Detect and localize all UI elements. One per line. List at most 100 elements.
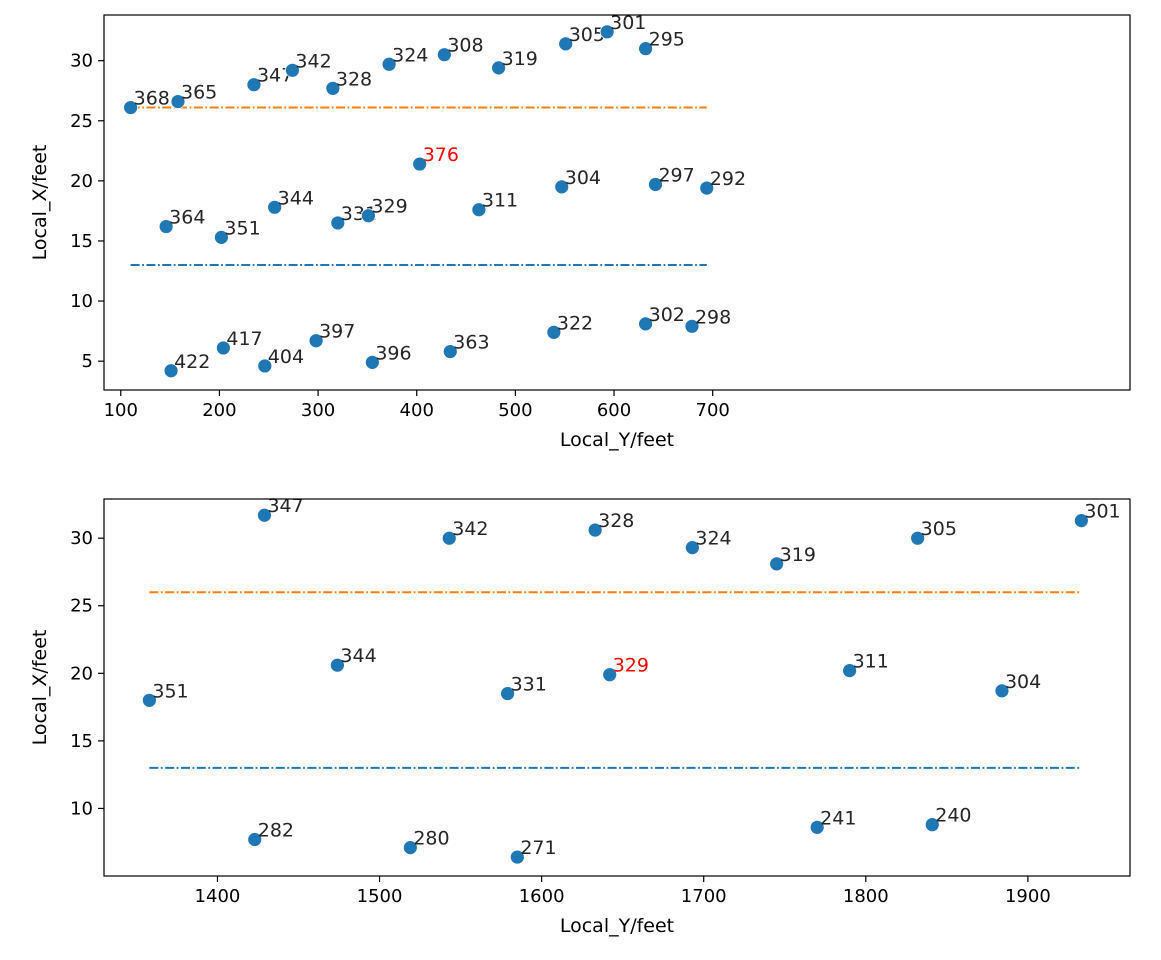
point-label: 368 bbox=[134, 88, 170, 110]
data-point bbox=[360, 208, 376, 224]
x-tick-label: 400 bbox=[400, 400, 434, 421]
y-tick-label: 30 bbox=[70, 51, 93, 72]
point-label: 324 bbox=[695, 528, 731, 550]
x-tick-label: 1800 bbox=[843, 886, 889, 907]
point-label: 344 bbox=[340, 645, 376, 667]
point-label-highlight: 376 bbox=[423, 144, 459, 166]
data-point bbox=[602, 667, 618, 683]
point-label: 347 bbox=[267, 495, 303, 517]
point-label: 301 bbox=[610, 12, 646, 34]
data-point bbox=[364, 354, 380, 370]
data-point bbox=[267, 199, 283, 215]
data-point bbox=[308, 333, 324, 349]
x-axis-label: Local_Y/feet bbox=[560, 915, 674, 937]
point-label: 364 bbox=[169, 207, 205, 229]
point-label: 351 bbox=[152, 680, 188, 702]
point-label: 342 bbox=[295, 50, 331, 72]
point-label: 305 bbox=[921, 518, 957, 540]
data-point bbox=[554, 179, 570, 195]
x-tick-label: 200 bbox=[202, 400, 236, 421]
y-axis-label: Local_X/feet bbox=[29, 145, 51, 261]
point-label: 396 bbox=[375, 342, 411, 364]
point-label-highlight: 329 bbox=[613, 655, 649, 677]
data-point bbox=[684, 540, 700, 556]
y-tick-label: 30 bbox=[70, 528, 93, 549]
point-label: 304 bbox=[1005, 671, 1041, 693]
point-label: 322 bbox=[557, 312, 593, 334]
data-point bbox=[638, 316, 654, 332]
data-point bbox=[141, 692, 157, 708]
point-label: 365 bbox=[181, 82, 217, 104]
data-point bbox=[123, 100, 139, 115]
x-tick-label: 1600 bbox=[519, 886, 565, 907]
y-tick-label: 10 bbox=[70, 798, 93, 819]
data-point bbox=[994, 683, 1010, 699]
point-label: 282 bbox=[258, 820, 294, 842]
x-tick-label: 600 bbox=[597, 400, 631, 421]
point-label: 298 bbox=[695, 306, 731, 328]
data-point bbox=[257, 358, 273, 374]
y-tick-label: 20 bbox=[70, 171, 93, 192]
x-tick-label: 1700 bbox=[681, 886, 727, 907]
data-point bbox=[809, 819, 825, 835]
point-label: 304 bbox=[565, 167, 601, 189]
data-point bbox=[648, 177, 663, 192]
data-point bbox=[1073, 513, 1089, 529]
y-tick-label: 15 bbox=[70, 231, 93, 252]
point-label: 404 bbox=[268, 346, 304, 368]
y-tick-label: 25 bbox=[70, 596, 93, 617]
data-point bbox=[558, 36, 574, 52]
data-point bbox=[170, 94, 186, 109]
axes-frame bbox=[103, 14, 1131, 391]
y-tick-label: 20 bbox=[70, 663, 93, 684]
point-label: 302 bbox=[649, 304, 685, 326]
data-point bbox=[638, 41, 654, 57]
data-point bbox=[500, 686, 515, 701]
data-point bbox=[699, 180, 715, 196]
data-point bbox=[213, 229, 229, 245]
data-point bbox=[412, 156, 428, 172]
data-point bbox=[924, 817, 940, 833]
y-tick-label: 25 bbox=[70, 111, 93, 132]
point-label: 342 bbox=[452, 518, 488, 540]
x-tick-label: 500 bbox=[498, 400, 532, 421]
point-label: 297 bbox=[658, 164, 694, 186]
data-point bbox=[491, 60, 507, 76]
data-point bbox=[587, 522, 603, 538]
y-axis-label: Local_X/feet bbox=[29, 630, 51, 746]
x-tick-label: 300 bbox=[301, 400, 335, 421]
y-tick-label: 15 bbox=[70, 731, 93, 752]
point-label: 308 bbox=[447, 35, 483, 57]
data-point bbox=[215, 340, 231, 356]
point-label: 363 bbox=[453, 332, 489, 354]
data-point bbox=[325, 80, 341, 96]
data-point bbox=[158, 219, 174, 234]
data-point bbox=[842, 663, 857, 679]
point-label: 328 bbox=[336, 68, 372, 90]
point-label: 292 bbox=[710, 168, 746, 190]
data-point bbox=[402, 840, 418, 856]
data-point bbox=[247, 832, 263, 847]
point-label: 319 bbox=[780, 544, 816, 566]
point-label: 311 bbox=[482, 190, 518, 212]
chart-panel-2: 347 342 328 324 319 305 301 351 344 331 329 311 304 2… bbox=[29, 495, 1131, 937]
point-label: 305 bbox=[569, 24, 605, 46]
point-label: 319 bbox=[502, 48, 538, 70]
y-tick-label: 5 bbox=[82, 351, 93, 372]
point-label: 241 bbox=[820, 807, 856, 829]
data-point bbox=[509, 849, 525, 865]
data-point bbox=[546, 324, 562, 340]
data-point bbox=[684, 318, 700, 334]
point-label: 344 bbox=[278, 187, 314, 209]
point-label: 311 bbox=[853, 651, 889, 673]
x-tick-label: 1900 bbox=[1005, 886, 1051, 907]
data-point bbox=[163, 363, 179, 379]
point-label: 301 bbox=[1084, 501, 1120, 523]
point-label: 331 bbox=[511, 674, 547, 696]
data-point bbox=[599, 24, 615, 40]
data-point bbox=[441, 530, 457, 546]
x-tick-label: 700 bbox=[696, 400, 730, 421]
